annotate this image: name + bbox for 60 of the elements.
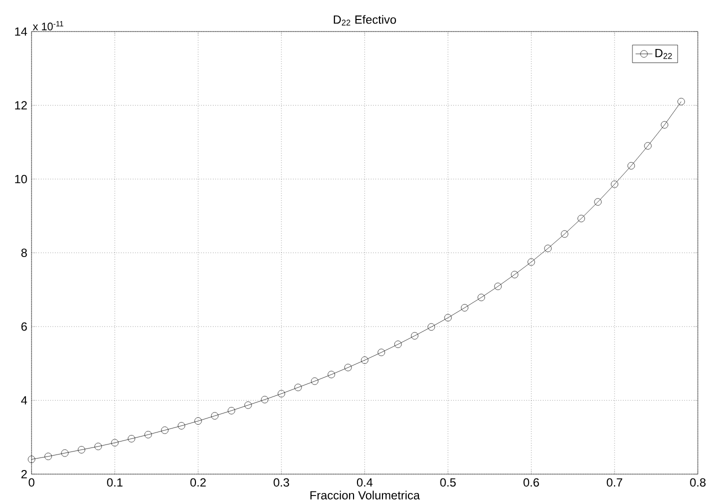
y-tick-label: 4 <box>21 396 28 405</box>
point <box>111 439 118 447</box>
chart-title: D$_{22}$ Efectivo <box>334 15 396 26</box>
x-tick-label: 0.8 <box>690 478 706 487</box>
point <box>294 384 302 392</box>
y-tick-label: 2 <box>21 470 27 478</box>
x-axis-title: Fraccion Volumetrica <box>310 490 420 500</box>
x-tick-label: 0.1 <box>107 478 122 487</box>
point <box>578 215 585 222</box>
point <box>344 364 352 372</box>
point <box>628 162 635 170</box>
point <box>261 396 268 404</box>
y-tick-label: 8 <box>21 248 27 258</box>
point <box>678 98 685 106</box>
point <box>144 431 152 438</box>
point <box>228 407 236 414</box>
point <box>94 442 102 450</box>
x-tick-label: 0.7 <box>606 478 622 487</box>
point <box>278 390 286 398</box>
x-tick-label: 0.4 <box>356 478 373 487</box>
point <box>510 271 518 278</box>
point <box>44 452 52 460</box>
point <box>78 446 86 454</box>
y-tick-label: 14 <box>15 28 28 36</box>
point <box>211 412 218 420</box>
point <box>660 121 668 129</box>
y-tick-label: 6 <box>21 322 27 331</box>
point <box>311 378 318 385</box>
x-tick-label: 0.6 <box>524 478 539 487</box>
point <box>194 418 202 425</box>
point <box>28 456 36 464</box>
point <box>494 282 502 290</box>
point <box>178 422 186 430</box>
point <box>128 435 136 442</box>
point <box>61 450 69 457</box>
point <box>594 198 602 206</box>
y-tick-label: 12 <box>15 101 27 110</box>
point <box>244 402 252 409</box>
point <box>428 323 435 331</box>
point <box>560 230 568 238</box>
x-tick-label: 0.3 <box>274 478 290 487</box>
y-tick-label: 10 <box>15 175 27 184</box>
point <box>610 180 618 188</box>
point <box>161 426 168 434</box>
point <box>644 142 652 150</box>
point <box>361 356 368 364</box>
point <box>478 294 485 302</box>
point <box>394 340 402 348</box>
x-tick-label: 0 <box>28 478 34 487</box>
point <box>411 332 418 340</box>
legend-label: D$_{22}$ <box>655 49 672 59</box>
point <box>460 304 468 312</box>
point <box>378 348 386 356</box>
text: x 10$^{-11}$ <box>32 21 64 31</box>
point <box>528 258 535 266</box>
x-tick-label: 0.2 <box>190 478 206 487</box>
x-tick-label: 0.5 <box>440 478 456 487</box>
point <box>328 371 336 378</box>
point <box>544 244 552 252</box>
point <box>444 314 452 322</box>
